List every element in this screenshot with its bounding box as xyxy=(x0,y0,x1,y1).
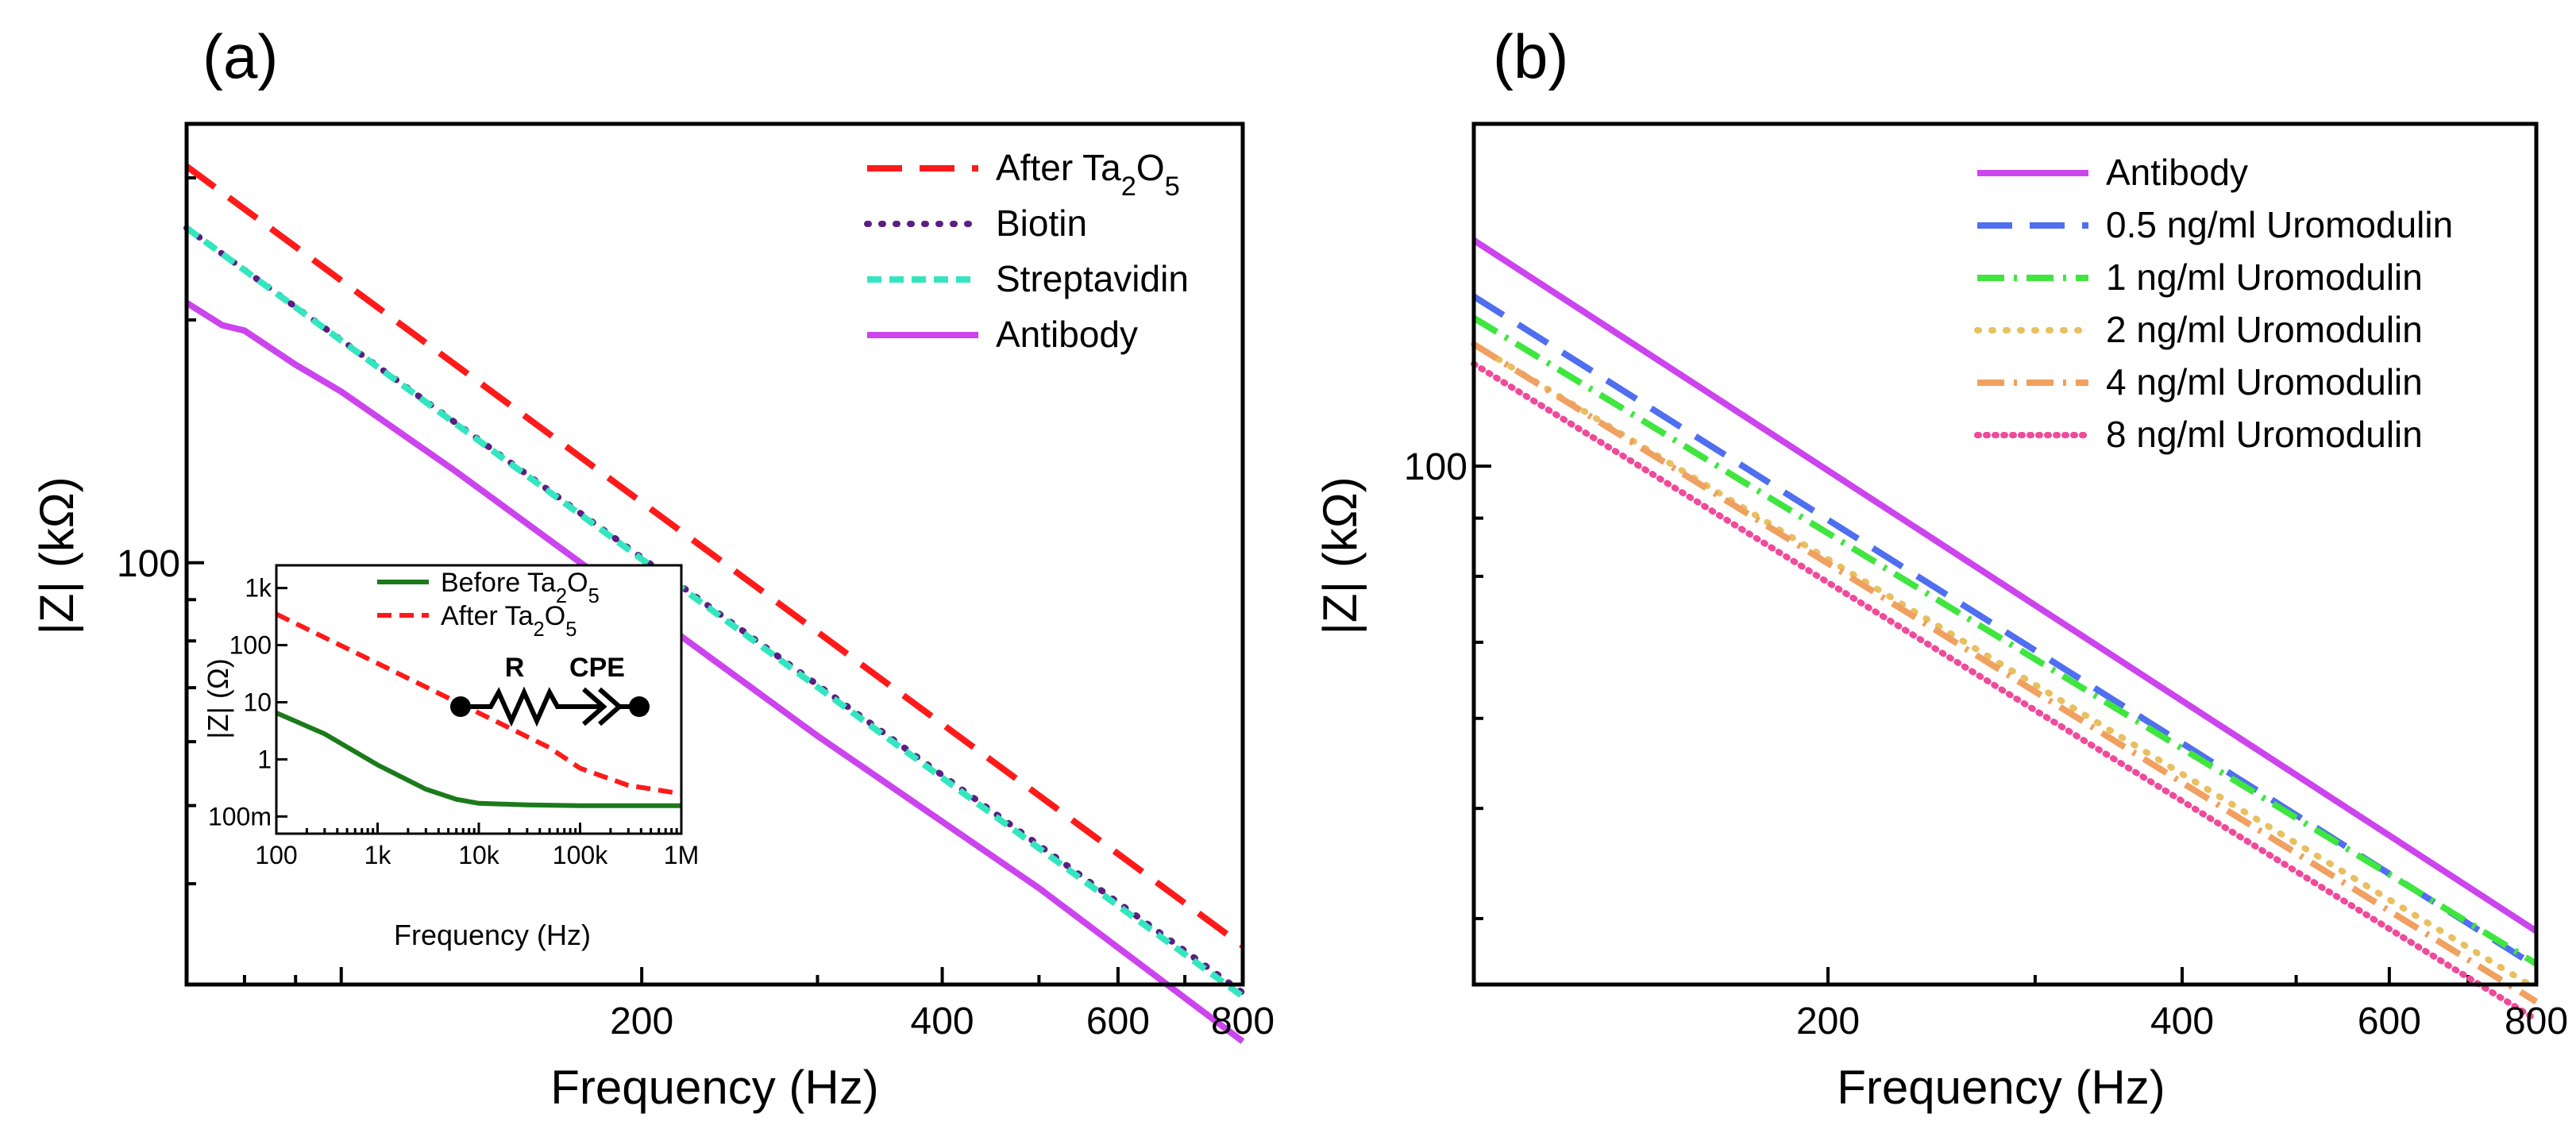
circuit-node-right xyxy=(629,696,650,717)
inset-y-tick-label: 100 xyxy=(229,631,272,660)
panel-a-x-tick-label: 400 xyxy=(911,1000,974,1042)
panel-a-x-tick-label: 600 xyxy=(1086,1000,1150,1042)
inset-x-tick-label: 1M xyxy=(664,841,699,869)
inset-y-tick-label: 1k xyxy=(245,574,272,603)
panel-a-y-axis-title: |Z| (kΩ) xyxy=(30,476,83,634)
panel-b-legend: Antibody 0.5 ng/ml Uromodulin 1 ng/ml Urom… xyxy=(1974,152,2453,455)
inset-x-axis-title: Frequency (Hz) xyxy=(394,919,591,951)
panel-a-legend-entry: Streptavidin xyxy=(867,258,1189,299)
panel-a-legend-entry: Biotin xyxy=(864,202,1087,244)
panel-b-legend-entry: 4 ng/ml Uromodulin xyxy=(1977,361,2423,403)
panel-b-series-8-ng-ml-uromodulin xyxy=(1471,360,2539,1023)
inset-x-tick-labels: 100 1k 10k 100k 1M xyxy=(255,841,699,869)
panel-b-legend-label: 8 ng/ml Uromodulin xyxy=(2106,414,2423,455)
inset-y-tick-label: 100m xyxy=(208,802,272,830)
panel-b-label: (b) xyxy=(1493,21,1568,91)
panel-b-y-axis-title: |Z| (kΩ) xyxy=(1313,476,1367,634)
panel-b-series-antibody xyxy=(1471,237,2539,935)
panel-a-legend-entry: After Ta2O5 xyxy=(867,147,1180,202)
panel-b-legend-label: 2 ng/ml Uromodulin xyxy=(2106,309,2423,350)
panel-b-x-tick-label: 200 xyxy=(1796,1000,1860,1042)
inset-frame xyxy=(275,564,683,835)
panel-a-series xyxy=(183,164,1246,1044)
inset-x-tick-label: 1k xyxy=(364,841,392,869)
panel-b-legend-entry: 2 ng/ml Uromodulin xyxy=(1974,309,2423,350)
inset-legend-entry: After Ta2O5 xyxy=(377,601,577,641)
panel-b-series-4-ng-ml-uromodulin xyxy=(1471,341,2539,1005)
panel-b-legend-label: Antibody xyxy=(2106,152,2248,193)
panel-b-x-tick-labels: 200 400 600 800 xyxy=(1796,1000,2568,1042)
panel-b-x-tick-label: 600 xyxy=(2358,1000,2421,1042)
panel-a: (a) 200 400 600 800 100 Frequency (Hz) |Z| … xyxy=(30,21,1275,1114)
panel-a-y-tick-label: 100 xyxy=(117,543,180,585)
panel-b-legend-entry: 8 ng/ml Uromodulin xyxy=(1974,414,2423,455)
panel-a-frame xyxy=(184,121,1245,987)
panel-b-y-tick-labels: 100 xyxy=(1404,446,1467,488)
inset-chart: 100 1k 10k 100k 1M 100m 1 10 100 1k Frequency (H… xyxy=(202,564,699,951)
panel-b-y-tick-label: 100 xyxy=(1404,446,1467,488)
panel-a-legend-entry: Antibody xyxy=(867,314,1138,355)
panel-a-x-axis-title: Frequency (Hz) xyxy=(550,1061,878,1114)
panel-b-legend-label: 4 ng/ml Uromodulin xyxy=(2106,361,2423,403)
panel-a-legend-label: Streptavidin xyxy=(996,258,1189,299)
resistor-symbol xyxy=(461,686,580,727)
inset-legend-entry: Before Ta2O5 xyxy=(377,568,600,607)
inset-x-tick-label: 100k xyxy=(553,841,608,869)
panel-a-series-after-ta-o xyxy=(184,164,1245,949)
panel-a-series-antibody xyxy=(184,300,1245,1044)
panel-a-x-tick-label: 800 xyxy=(1211,1000,1275,1042)
inset-y-axis-title: |Z| (Ω) xyxy=(202,658,234,739)
inset-y-tick-label: 1 xyxy=(257,745,272,773)
panel-a-legend-label: Biotin xyxy=(996,202,1087,244)
panel-b-x-tick-label: 800 xyxy=(2505,1000,2568,1042)
panel-a-x-tick-label: 200 xyxy=(610,1000,673,1042)
panel-b-ticks xyxy=(1472,122,2538,985)
panel-a-series-streptavidin xyxy=(184,225,1245,1000)
panel-a-legend-label: After Ta2O5 xyxy=(996,147,1180,202)
cpe-label: CPE xyxy=(569,653,625,683)
panel-a-label: (a) xyxy=(202,21,278,91)
panel-a-x-tick-labels: 200 400 600 800 xyxy=(610,1000,1275,1042)
inset-series-before-ta-o xyxy=(275,711,681,808)
inset-x-tick-label: 100 xyxy=(255,841,297,869)
panel-b-legend-entry: Antibody xyxy=(1977,152,2248,193)
panel-b-legend-entry: 1 ng/ml Uromodulin xyxy=(1977,256,2423,298)
panel-a-y-tick-labels: 100 xyxy=(117,543,180,585)
panel-a-legend-label: Antibody xyxy=(996,314,1138,355)
panel-b-x-tick-label: 400 xyxy=(2150,1000,2214,1042)
panel-a-series-biotin xyxy=(183,225,1246,996)
cpe-symbol xyxy=(580,687,639,726)
panel-b-legend-label: 1 ng/ml Uromodulin xyxy=(2106,256,2423,298)
panel-b-frame xyxy=(1471,121,2539,987)
panel-b-x-axis-title: Frequency (Hz) xyxy=(1837,1061,2165,1114)
panel-b-series-1-ng-ml-uromodulin xyxy=(1471,314,2539,967)
panel-b-series xyxy=(1471,237,2539,1023)
inset-series-after-ta-o xyxy=(275,611,682,796)
panel-b: (b) 200 400 600 800 100 Frequency (Hz) |Z| … xyxy=(1313,21,2568,1114)
inset-series xyxy=(275,611,682,808)
panel-b-legend-label: 0.5 ng/ml Uromodulin xyxy=(2106,204,2453,245)
inset-y-tick-labels: 100m 1 10 100 1k xyxy=(208,574,272,831)
inset-legend-label: After Ta2O5 xyxy=(441,601,577,641)
equivalent-circuit-diagram: R CPE xyxy=(450,653,650,727)
resistor-label: R xyxy=(505,653,525,683)
inset-legend-label: Before Ta2O5 xyxy=(441,568,600,607)
inset-y-tick-label: 10 xyxy=(243,688,272,716)
panel-b-legend-entry: 0.5 ng/ml Uromodulin xyxy=(1977,204,2453,245)
inset-x-tick-label: 10k xyxy=(458,841,500,869)
